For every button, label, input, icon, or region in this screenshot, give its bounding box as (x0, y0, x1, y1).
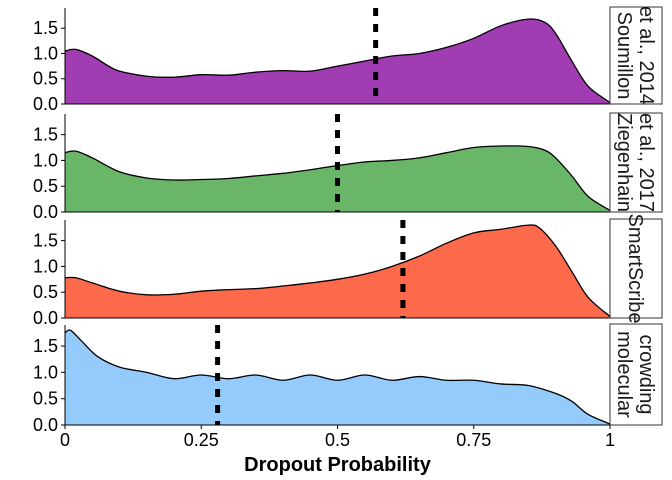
density-line-panel-4 (64, 329, 611, 425)
strip-label-panel-2: Ziegenhain (613, 113, 635, 212)
density-line-panel-3 (64, 224, 611, 317)
strip-label-panel-4: crowding (635, 334, 657, 414)
y-tick-label-panel-3: 1.5 (33, 231, 58, 251)
y-tick-label-panel-1: 0.5 (33, 69, 58, 89)
y-tick-label-panel-1: 1.0 (33, 43, 58, 63)
y-tick-label-panel-1: 0.0 (33, 94, 58, 114)
y-tick-label-panel-3: 0.5 (33, 282, 58, 302)
x-tick-label: 1 (605, 430, 615, 450)
y-tick-label-panel-4: 0.5 (33, 389, 58, 409)
y-tick-label-panel-4: 0.0 (33, 415, 58, 435)
density-area-panel-4 (65, 329, 610, 425)
strip-label-panel-4: molecular (613, 331, 635, 418)
y-tick-label-panel-4: 1.5 (33, 336, 58, 356)
strip-label-panel-1: Soumillon (613, 12, 635, 100)
density-line-panel-2 (64, 145, 611, 212)
x-tick-label: 0 (60, 430, 70, 450)
strip-box-panel-3 (609, 218, 663, 319)
y-tick-label-panel-2: 1.0 (33, 150, 58, 170)
strip-box-panel-4 (609, 323, 663, 426)
y-tick-label-panel-2: 1.5 (33, 125, 58, 145)
y-tick-label-panel-2: 0.5 (33, 176, 58, 196)
strip-label-panel-2: et al., 2017 (635, 113, 657, 212)
y-tick-label-panel-1: 1.5 (33, 18, 58, 38)
density-area-panel-1 (65, 18, 610, 105)
density-line-panel-1 (64, 18, 611, 104)
density-area-panel-3 (65, 224, 610, 318)
strip-box-panel-1 (609, 6, 663, 105)
strip-box-panel-2 (609, 112, 663, 213)
x-axis-title: Dropout Probability (244, 454, 432, 476)
x-tick-label: 0.25 (184, 430, 219, 450)
y-tick-label-panel-2: 0.0 (33, 202, 58, 222)
strip-label-panel-1: et al., 2014 (635, 6, 657, 105)
y-tick-label-panel-3: 0.0 (33, 308, 58, 328)
y-tick-label-panel-3: 1.0 (33, 256, 58, 276)
strip-label-panel-3: SmartScribe (624, 213, 646, 323)
x-tick-label: 0.75 (456, 430, 491, 450)
x-tick-label: 0.5 (325, 430, 350, 450)
y-tick-label-panel-4: 1.0 (33, 362, 58, 382)
